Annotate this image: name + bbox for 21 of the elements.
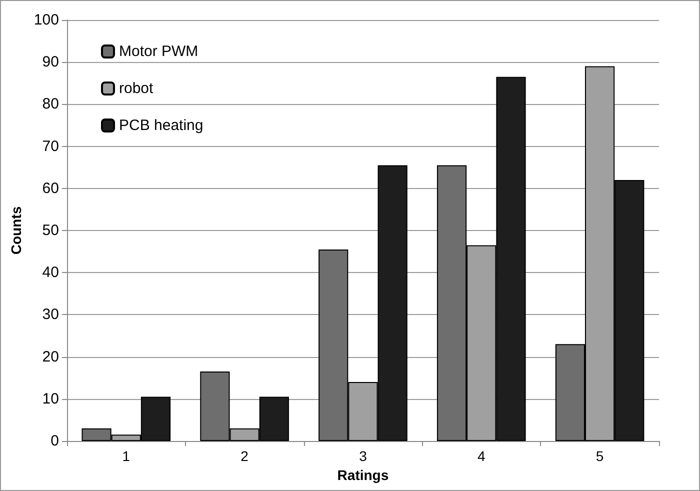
x-tick-label: 2 [240, 448, 249, 464]
x-tick-label: 1 [122, 448, 130, 464]
y-tick-label: 60 [42, 180, 59, 197]
x-tick-label: 5 [596, 448, 604, 464]
y-tick-label: 80 [42, 96, 59, 113]
y-tick-label: 90 [42, 54, 59, 71]
y-axis-title: Counts [8, 206, 24, 255]
legend-label: robot [119, 80, 154, 97]
y-tick-label: 20 [42, 348, 59, 366]
y-tick-label: 10 [42, 390, 59, 408]
y-tick-label: 30 [42, 306, 59, 324]
x-tick-label: 3 [359, 448, 368, 464]
x-axis-title: Ratings [337, 466, 389, 483]
y-tick-label: 100 [34, 12, 59, 28]
y-tick-label: 50 [42, 222, 59, 239]
legend-label: PCB heating [119, 117, 204, 134]
y-tick-label: 40 [42, 264, 59, 282]
y-tick-label: 0 [50, 432, 59, 450]
x-tick-label: 4 [477, 448, 486, 464]
y-tick-label: 70 [42, 138, 59, 155]
legend-label: Motor PWM [119, 43, 198, 60]
